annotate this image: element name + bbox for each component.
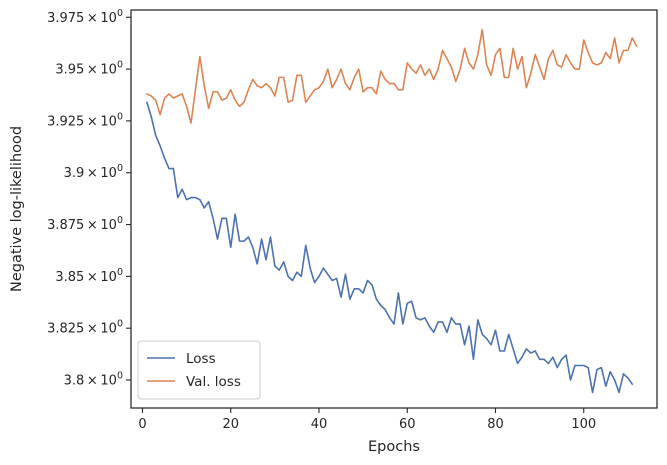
y-tick-label: 3.975 × 100 xyxy=(47,8,123,26)
y-tick-label: 3.875 × 100 xyxy=(47,215,123,233)
legend-label-val-loss: Val. loss xyxy=(186,374,241,390)
y-tick-label: 3.8 × 100 xyxy=(64,371,123,389)
series-line-val-loss xyxy=(146,28,638,124)
y-tick-label: 3.825 × 100 xyxy=(47,319,123,337)
x-tick-label: 0 xyxy=(138,417,146,432)
x-tick-label: 40 xyxy=(311,417,328,432)
legend-label-loss: Loss xyxy=(186,351,216,367)
x-tick-label: 100 xyxy=(571,417,596,432)
series-layer xyxy=(146,28,638,394)
axes-frame xyxy=(130,9,658,409)
x-axis-label: Epochs xyxy=(368,439,420,455)
series-line-loss xyxy=(146,101,634,394)
x-tick-label: 20 xyxy=(222,417,239,432)
y-tick-label: 3.9 × 100 xyxy=(64,163,123,181)
x-tick-label: 80 xyxy=(487,417,504,432)
y-tick-label: 3.85 × 100 xyxy=(55,267,123,285)
x-axis: 0 20 40 60 80 100 xyxy=(138,408,596,432)
legend-box xyxy=(137,340,261,400)
legend: Loss Val. loss xyxy=(137,340,261,400)
y-axis-label: Negative log-likelihood xyxy=(9,126,25,292)
y-tick-label: 3.925 × 100 xyxy=(47,111,123,129)
y-axis: 3.8 × 100 3.825 × 100 3.85 × 100 3.875 × 10… xyxy=(47,8,131,389)
y-tick-label: 3.95 × 100 xyxy=(55,60,123,78)
x-tick-label: 60 xyxy=(399,417,416,432)
